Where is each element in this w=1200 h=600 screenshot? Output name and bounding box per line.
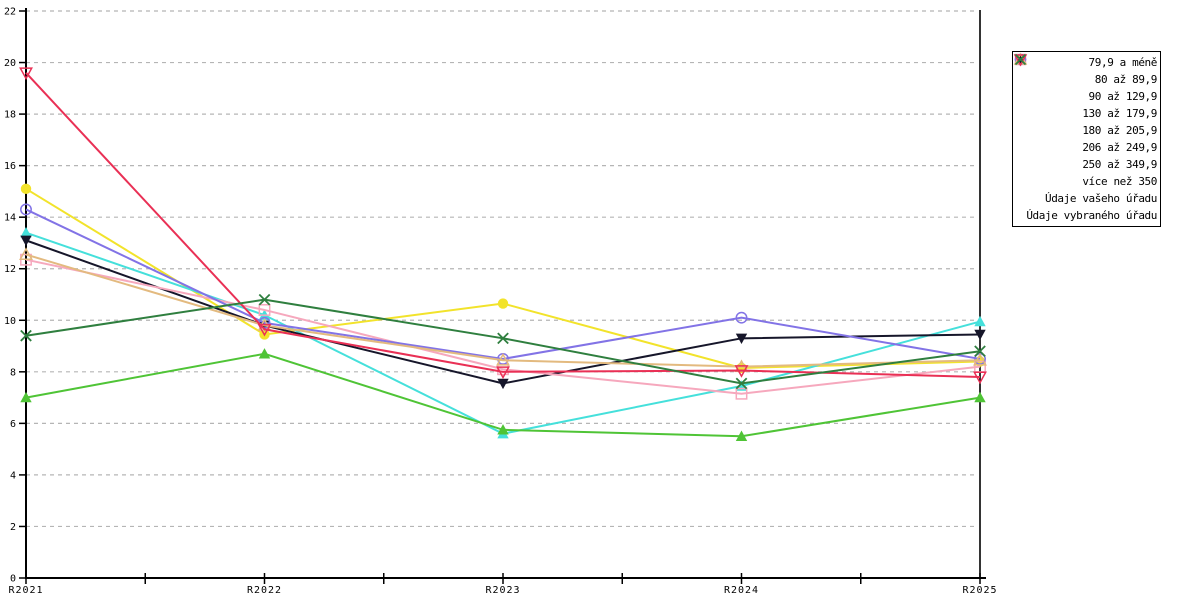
legend-item: 180 až 205,9: [1014, 55, 1157, 139]
point-marker: [258, 293, 271, 306]
x-cross-icon: [1014, 53, 1027, 66]
legend-item: 79,9 a méně: [1014, 53, 1158, 71]
triangle-down-open-icon: [1013, 54, 1028, 67]
point-marker: [1014, 53, 1027, 66]
series-line: [25, 253, 981, 368]
x-tick-label: R2021: [8, 585, 43, 596]
series-line: [25, 258, 981, 395]
point-marker: [973, 352, 987, 366]
point-marker: [20, 391, 32, 403]
point-marker: [497, 298, 509, 309]
point-marker: [735, 387, 748, 400]
legend-label: Údaje vašeho úřadu: [1044, 192, 1157, 205]
x-tick-label: R2024: [724, 585, 759, 596]
point-marker: [258, 304, 271, 316]
point-marker: [497, 424, 509, 435]
point-marker: [20, 226, 32, 238]
series-2: [20, 183, 986, 374]
point-marker: [497, 332, 509, 345]
legend: 79,9 a méně 80 až 89,9 90 až 129,9 130 až 1…: [1012, 51, 1161, 227]
legend-item: 206 až 249,9: [1014, 53, 1157, 156]
y-tick-label: 18: [4, 110, 16, 121]
legend-label: 180 až 205,9: [1082, 124, 1157, 137]
legend-label: 79,9 a méně: [1088, 56, 1158, 69]
point-marker: [974, 391, 986, 403]
point-marker: [735, 311, 748, 324]
y-tick-label: 0: [10, 574, 16, 585]
point-marker: [497, 378, 509, 390]
point-marker: [257, 323, 272, 337]
y-tick-label: 20: [4, 58, 16, 69]
point-marker: [1013, 54, 1028, 67]
y-tick-label: 12: [4, 264, 16, 275]
point-marker: [974, 315, 986, 327]
point-marker: [496, 366, 510, 380]
legend-label: 250 až 349,9: [1082, 158, 1157, 171]
legend-label: Údaje vybraného úřadu: [1026, 209, 1157, 222]
legend-label: 90 až 129,9: [1088, 90, 1158, 103]
point-marker: [735, 377, 748, 390]
point-marker: [20, 329, 32, 342]
series-line: [25, 231, 981, 435]
legend-item: 250 až 349,9: [1014, 53, 1157, 173]
point-marker: [735, 333, 748, 345]
point-marker: [20, 235, 32, 247]
point-marker: [734, 365, 749, 378]
y-tick-label: 22: [4, 7, 16, 18]
x-tick-label: R2025: [962, 585, 997, 596]
legend-item: 90 až 129,9: [1014, 54, 1158, 105]
point-marker: [974, 345, 986, 358]
y-tick-label: 10: [4, 316, 16, 327]
series-line: [25, 72, 981, 378]
legend-label: 130 až 179,9: [1082, 107, 1157, 120]
series-line: [25, 208, 981, 360]
legend-label: 206 až 249,9: [1082, 141, 1157, 154]
point-marker: [19, 67, 33, 81]
point-marker: [20, 183, 32, 195]
series-3: [20, 226, 986, 439]
point-marker: [258, 348, 271, 359]
series-7: [20, 203, 986, 365]
y-tick-label: 4: [10, 470, 16, 481]
series-line: [25, 239, 981, 385]
x-tick-label: R2022: [247, 585, 282, 596]
point-marker: [20, 203, 32, 216]
legend-label: více než 350: [1082, 175, 1157, 188]
x-tick-label: R2023: [485, 585, 520, 596]
point-marker: [19, 247, 33, 261]
y-tick-label: 16: [4, 161, 16, 172]
legend-item: 80 až 89,9: [1014, 54, 1158, 88]
series-4: [20, 348, 986, 441]
point-marker: [496, 352, 510, 366]
point-marker: [735, 430, 748, 441]
y-tick-label: 6: [10, 419, 16, 430]
point-marker: [973, 371, 987, 385]
legend-item: Údaje vašeho úřadu: [1013, 54, 1157, 207]
point-marker: [974, 329, 986, 341]
y-tick-label: 8: [10, 367, 16, 378]
series-10: [20, 293, 986, 390]
y-tick-label: 2: [10, 522, 16, 533]
legend-item: 130 až 179,9: [1014, 54, 1157, 122]
legend-item: více než 350: [1013, 52, 1157, 190]
y-tick-label: 14: [4, 213, 16, 224]
legend-label: 80 až 89,9: [1094, 73, 1158, 86]
legend-item: Údaje vybraného úřadu: [1014, 53, 1157, 224]
series-8: [19, 247, 987, 373]
